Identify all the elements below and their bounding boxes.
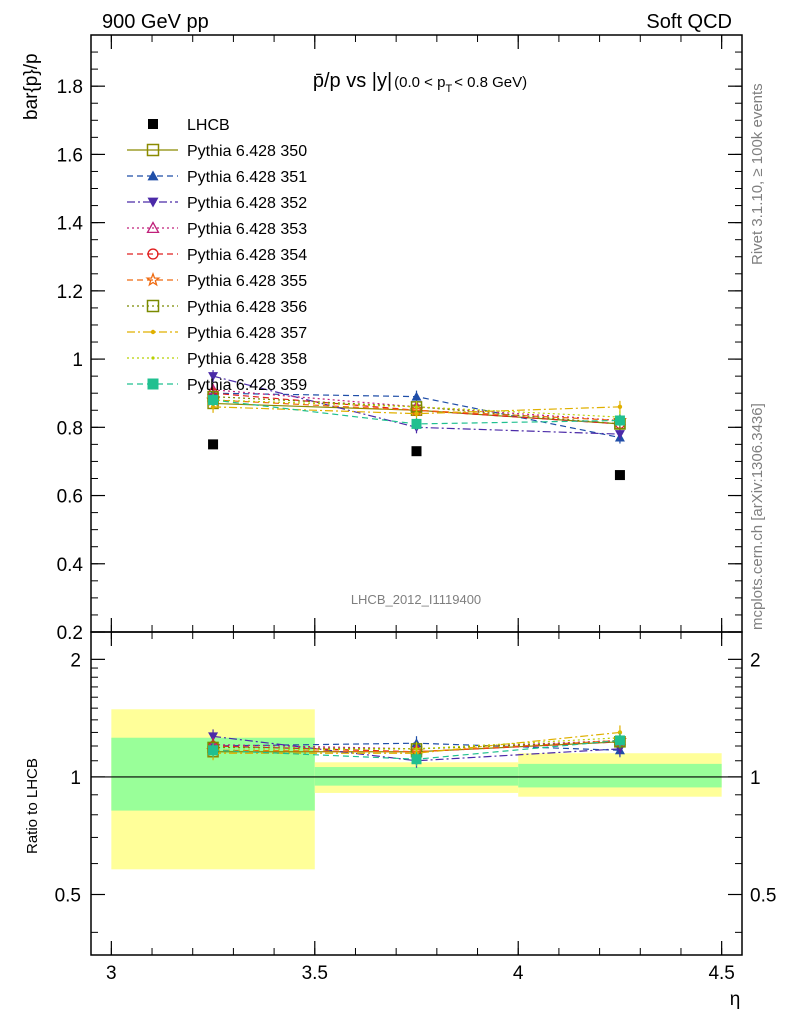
main-ytick-label: 0.8 — [57, 418, 83, 439]
ratio-xtick-label: 4.5 — [708, 963, 734, 984]
plot-title: p̄/p vs |y| (0.0 < pT < 0.8 GeV) — [313, 70, 527, 95]
data-point — [411, 446, 422, 457]
legend-label: Pythia 6.428 351 — [187, 169, 307, 186]
ratio-ytick-label-right: 0.5 — [750, 886, 776, 907]
ratio-y-label: Ratio to LHCB — [24, 758, 41, 854]
legend-marker — [146, 299, 160, 313]
header-left: 900 GeV pp — [102, 11, 209, 33]
data-point — [208, 439, 219, 450]
legend-marker — [147, 248, 159, 260]
ratio-panel — [91, 709, 742, 870]
legend-label: Pythia 6.428 355 — [187, 273, 307, 290]
main-ytick-label: 0.4 — [57, 555, 84, 576]
ratio-ytick-label: 0.5 — [55, 886, 81, 907]
data-point — [614, 470, 625, 481]
ratio-ytick-label-right: 1 — [750, 768, 761, 789]
watermark-label: LHCB_2012_I1119400 — [351, 592, 481, 607]
main-series-point — [208, 395, 219, 406]
legend-label: Pythia 6.428 353 — [187, 221, 307, 238]
main-series-line — [213, 389, 620, 422]
rivet-label: Rivet 3.1.10, ≥ 100k events — [749, 83, 766, 265]
legend-label-data: LHCB — [187, 117, 230, 134]
main-axes: 0.2 0.4 0.6 0.8 1 1.2 1.4 1.6 1.8 — [57, 34, 743, 644]
plot-title-main: p̄/p vs |y| — [313, 70, 392, 92]
ratio-frame — [90, 631, 743, 956]
ratio-series-point — [614, 735, 625, 746]
ratio-series-point — [411, 754, 422, 765]
main-series-point — [210, 404, 216, 410]
main-ytick-label: 0.6 — [57, 487, 83, 508]
ratio-ytick-label: 1 — [70, 768, 81, 789]
main-ytick-label: 1.6 — [57, 145, 83, 166]
main-series-point — [617, 404, 623, 410]
main-ytick-label: 1 — [72, 350, 83, 371]
legend-marker-data — [148, 119, 158, 129]
main-ytick-label: 1.2 — [57, 282, 83, 303]
ratio-series-point — [208, 732, 219, 742]
legend-label: Pythia 6.428 358 — [187, 351, 307, 368]
ratio-xtick-label: 3.5 — [302, 963, 328, 984]
main-series-point — [614, 415, 625, 426]
ratio-axes: 0.5 0.5 1 1 2 2 3 3.5 4 4.5 — [55, 631, 776, 984]
main-series-point — [411, 418, 422, 429]
ratio-series-point — [414, 747, 419, 751]
legend-label: Pythia 6.428 359 — [187, 377, 307, 394]
ratio-ytick-label-right: 2 — [750, 650, 761, 671]
legend: LHCB Pythia 6.428 350 Pythia 6.428 351 Pyth… — [127, 117, 307, 394]
ratio-series-layer — [205, 725, 628, 768]
x-axis-label: η — [730, 989, 741, 1010]
legend-marker — [147, 378, 159, 390]
legend-label: Pythia 6.428 356 — [187, 299, 307, 316]
ratio-xtick-label: 3 — [106, 963, 117, 984]
legend-marker — [146, 143, 160, 157]
legend-marker — [151, 356, 155, 360]
ratio-series-point — [208, 745, 219, 756]
legend-label: Pythia 6.428 352 — [187, 195, 307, 212]
main-ytick-label: 0.2 — [57, 623, 83, 644]
main-data-layer — [208, 439, 625, 481]
main-ytick-label: 1.8 — [57, 77, 83, 98]
header-right: Soft QCD — [646, 11, 732, 33]
main-ytick-label: 1.4 — [57, 214, 84, 235]
main-y-label: bar{p}/p — [21, 53, 42, 120]
legend-marker — [146, 221, 160, 234]
main-series-point — [208, 372, 219, 382]
mcplots-label: mcplots.cern.ch [arXiv:1306.3436] — [749, 403, 766, 630]
plot-title-sub: T — [445, 83, 452, 95]
main-series-point — [411, 391, 422, 401]
legend-marker — [145, 272, 161, 287]
ratio-xtick-label: 4 — [513, 963, 524, 984]
main-series-layer — [205, 370, 628, 444]
legend-marker — [150, 329, 156, 335]
legend-label: Pythia 6.428 354 — [187, 247, 307, 264]
plot-title-range-end: < 0.8 GeV) — [454, 74, 527, 91]
ratio-ytick-label: 2 — [70, 650, 81, 671]
legend-marker — [147, 197, 159, 208]
legend-label: Pythia 6.428 350 — [187, 143, 307, 160]
main-series-point — [414, 405, 419, 409]
main-series-point — [614, 430, 625, 440]
main-series-point — [414, 411, 419, 416]
ratio-band-green — [518, 763, 722, 788]
legend-marker — [147, 170, 159, 181]
legend-label: Pythia 6.428 357 — [187, 325, 307, 342]
plot-title-range: (0.0 < p — [394, 74, 445, 91]
